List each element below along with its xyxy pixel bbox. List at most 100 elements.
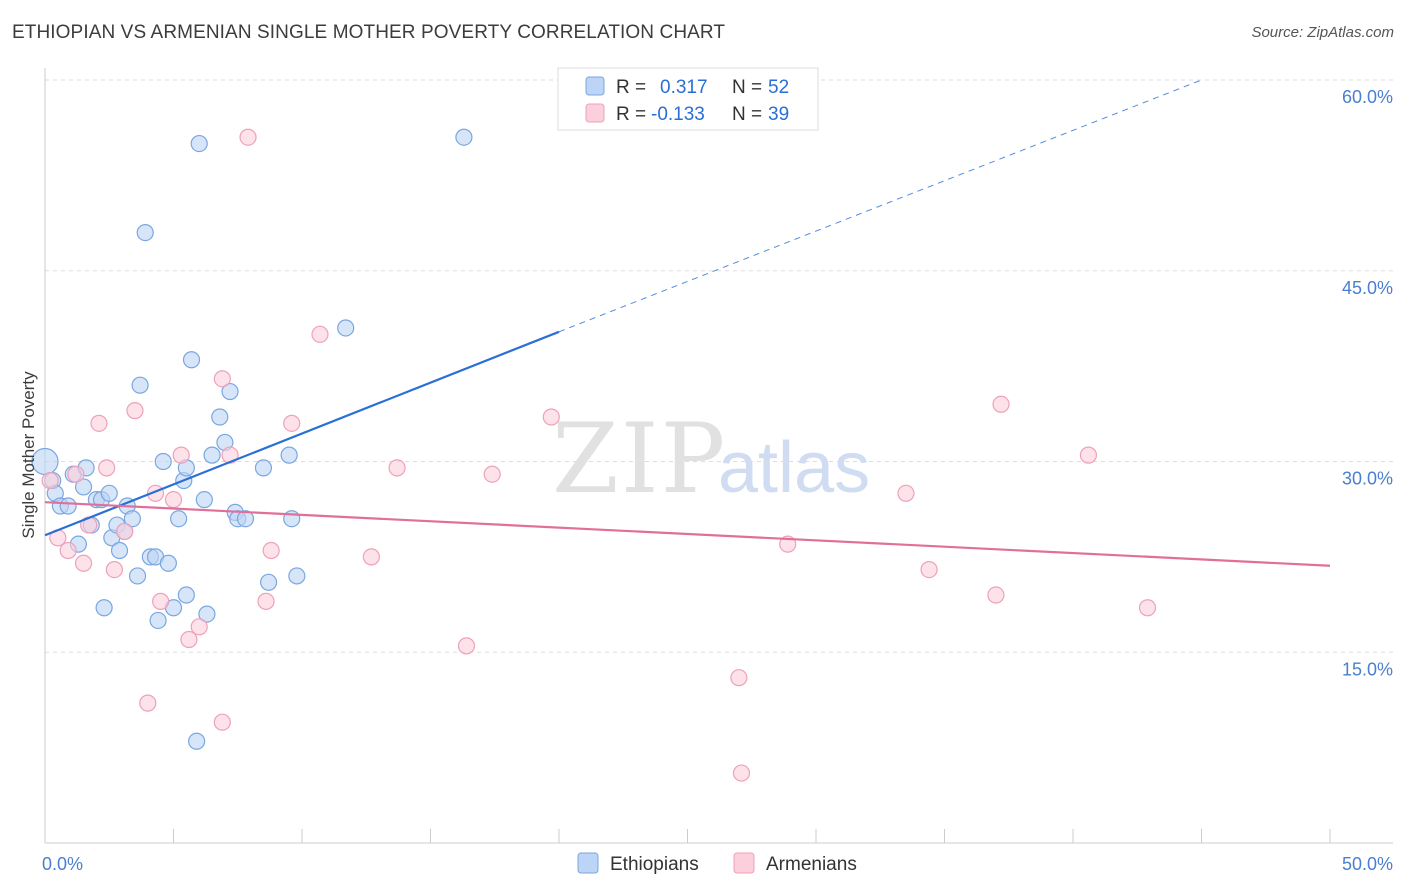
y-tick-label-60: 60.0%: [1342, 87, 1393, 107]
armenians-point: [59, 541, 77, 560]
ethiopians-point: [131, 376, 149, 394]
armenians-point: [283, 414, 301, 432]
armenians-point: [362, 548, 380, 566]
ethiopians-point: [190, 134, 208, 153]
ethiopians-point: [149, 611, 167, 630]
legend-r-label-2: R =: [616, 104, 646, 125]
armenians-point: [213, 713, 231, 731]
ethiopians-point: [177, 586, 195, 604]
armenians-point: [262, 541, 280, 560]
armenians-point: [1079, 446, 1098, 464]
armenians-point: [987, 586, 1005, 604]
armenians-point: [388, 459, 406, 477]
armenians-point: [180, 630, 198, 649]
ethiopians-point: [182, 351, 201, 369]
ethiopians-point: [288, 567, 306, 585]
armenians-point: [67, 465, 85, 483]
legend-n-label-2: N =: [732, 104, 762, 125]
armenians-point: [139, 694, 157, 712]
legend-n-label-1: N =: [732, 77, 762, 98]
ethiopians-point: [195, 491, 213, 509]
watermark-atlas: atlas: [718, 428, 870, 508]
bottom-legend-armenians: Armenians: [766, 854, 857, 875]
armenians-point: [74, 554, 93, 572]
ethiopians-point: [95, 599, 113, 617]
ethiopians-points: [31, 128, 473, 750]
legend-r-label-1: R =: [616, 77, 646, 98]
x-tick-min: 0.0%: [42, 854, 83, 874]
legend-n-value-1: 52: [768, 77, 789, 98]
top-legend: R = 0.317 N = 52 R = -0.133 N = 39: [557, 67, 819, 131]
ethiopians-trend-line: [44, 330, 560, 537]
ethiopians-point: [203, 446, 221, 464]
armenians-point: [897, 484, 915, 502]
ethiopians-point: [211, 408, 229, 426]
ethiopians-point: [221, 382, 239, 401]
ethiopians-point: [198, 605, 216, 623]
ethiopians-point: [159, 554, 177, 572]
ethiopians-point: [188, 732, 206, 750]
armenians-point: [992, 395, 1010, 413]
armenians-point: [213, 370, 231, 388]
ethiopians-point: [236, 510, 255, 528]
ethiopians-point: [136, 224, 154, 242]
armenians-point: [190, 618, 208, 636]
armenians-point: [920, 560, 938, 579]
watermark-zip: ZIP: [552, 403, 727, 515]
armenians-point: [172, 446, 190, 464]
ethiopians-point: [110, 541, 129, 560]
ethiopians-point: [100, 484, 118, 502]
legend-n-value-2: 39: [768, 104, 789, 125]
legend-r-value-2: -0.133: [651, 104, 705, 125]
armenians-point: [239, 128, 257, 146]
ethiopians-point: [455, 128, 473, 146]
armenians-trend-line: [44, 501, 1331, 567]
ethiopians-point: [154, 452, 172, 471]
watermark: ZIP atlas: [552, 403, 870, 515]
armenians-point: [90, 414, 108, 432]
ethiopians-point: [74, 478, 93, 496]
legend-r-value-1: 0.317: [660, 77, 708, 98]
legend-swatch-armenians: [585, 103, 605, 123]
y-tick-labels: 15.0% 30.0% 45.0% 60.0%: [1342, 87, 1393, 679]
armenians-point: [98, 459, 116, 477]
ethiopians-point: [337, 319, 355, 337]
armenians-point: [457, 637, 476, 655]
y-tick-label-30: 30.0%: [1342, 469, 1393, 489]
ethiopians-point: [123, 510, 141, 528]
armenians-points: [41, 128, 1157, 782]
y-axis-label: Single Mother Poverty: [19, 371, 38, 539]
ethiopians-point: [170, 510, 188, 528]
armenians-point: [483, 465, 501, 483]
bottom-legend-swatch-armenians: [733, 852, 755, 874]
source-label: Source: ZipAtlas.com: [1251, 24, 1394, 41]
grid-lines: [45, 79, 1393, 653]
ethiopians-point: [254, 459, 273, 477]
x-tick-max: 50.0%: [1342, 854, 1393, 874]
y-tick-label-45: 45.0%: [1342, 278, 1393, 298]
armenians-point: [257, 592, 275, 610]
armenians-point: [732, 764, 751, 782]
ethiopians-point: [259, 573, 278, 591]
legend-swatch-ethiopians: [585, 76, 605, 96]
armenians-point: [126, 402, 144, 420]
armenians-point: [41, 471, 59, 490]
ethiopians-trend-extension: [558, 79, 1202, 333]
armenians-point: [730, 669, 748, 687]
ethiopians-point: [280, 446, 298, 464]
ethiopians-point: [128, 567, 147, 585]
bottom-legend-ethiopians: Ethiopians: [610, 854, 699, 875]
chart-title: ETHIOPIAN VS ARMENIAN SINGLE MOTHER POVE…: [12, 22, 726, 43]
armenians-point: [116, 522, 134, 541]
bottom-legend: Ethiopians Armenians: [577, 852, 857, 875]
armenians-point: [105, 560, 123, 579]
armenians-point: [1138, 599, 1157, 617]
armenians-point: [311, 325, 329, 343]
armenians-point: [164, 491, 183, 509]
bottom-legend-swatch-ethiopians: [577, 852, 599, 874]
armenians-point: [542, 408, 560, 426]
armenians-point: [152, 592, 170, 610]
ethiopians-point: [59, 497, 77, 515]
trend-lines: [44, 79, 1331, 567]
